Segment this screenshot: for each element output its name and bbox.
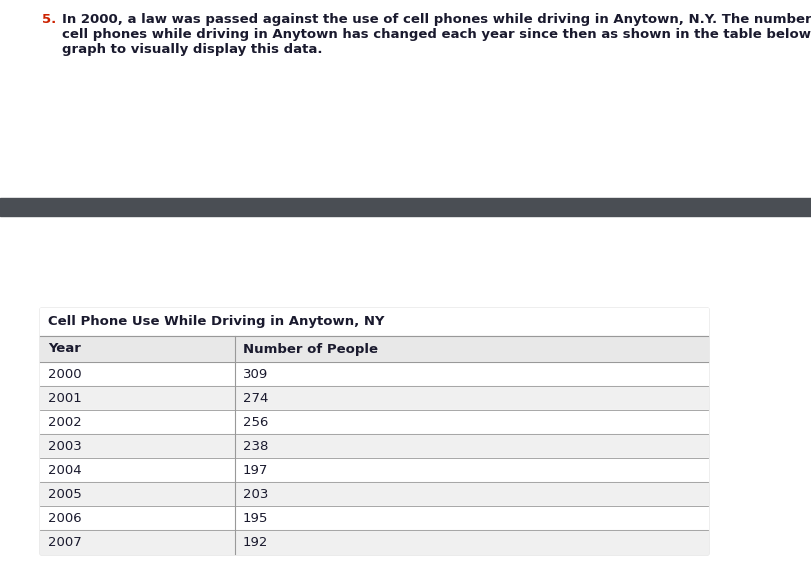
Bar bbox=[40, 386, 707, 410]
Text: 274: 274 bbox=[242, 391, 268, 405]
Bar bbox=[40, 336, 707, 362]
Text: 2001: 2001 bbox=[48, 391, 82, 405]
Bar bbox=[40, 530, 707, 554]
Bar bbox=[40, 308, 707, 336]
Text: Cell Phone Use While Driving in Anytown, NY: Cell Phone Use While Driving in Anytown,… bbox=[48, 316, 384, 328]
Bar bbox=[40, 308, 707, 554]
Text: cell phones while driving in Anytown has changed each year since then as shown i: cell phones while driving in Anytown has… bbox=[62, 28, 811, 41]
Bar bbox=[40, 434, 707, 458]
Text: In 2000, a law was passed against the use of cell phones while driving in Anytow: In 2000, a law was passed against the us… bbox=[62, 13, 811, 26]
Text: 192: 192 bbox=[242, 536, 268, 548]
Text: 2000: 2000 bbox=[48, 367, 82, 380]
Text: 2004: 2004 bbox=[48, 464, 82, 477]
Bar bbox=[40, 410, 707, 434]
Bar bbox=[40, 458, 707, 482]
Text: 309: 309 bbox=[242, 367, 268, 380]
Bar bbox=[40, 362, 707, 386]
Text: 238: 238 bbox=[242, 439, 268, 453]
Text: 2007: 2007 bbox=[48, 536, 82, 548]
Text: Number of People: Number of People bbox=[242, 343, 378, 355]
Text: 2005: 2005 bbox=[48, 488, 82, 500]
Bar bbox=[40, 506, 707, 530]
Text: 2003: 2003 bbox=[48, 439, 82, 453]
Text: 2002: 2002 bbox=[48, 415, 82, 429]
Bar bbox=[40, 482, 707, 506]
Text: 197: 197 bbox=[242, 464, 268, 477]
Text: 5.: 5. bbox=[42, 13, 56, 26]
Bar bbox=[0, 198, 811, 216]
Text: 203: 203 bbox=[242, 488, 268, 500]
Text: 195: 195 bbox=[242, 512, 268, 524]
Text: graph to visually display this data.: graph to visually display this data. bbox=[62, 43, 322, 56]
Text: 2006: 2006 bbox=[48, 512, 82, 524]
Text: 256: 256 bbox=[242, 415, 268, 429]
Text: Year: Year bbox=[48, 343, 81, 355]
